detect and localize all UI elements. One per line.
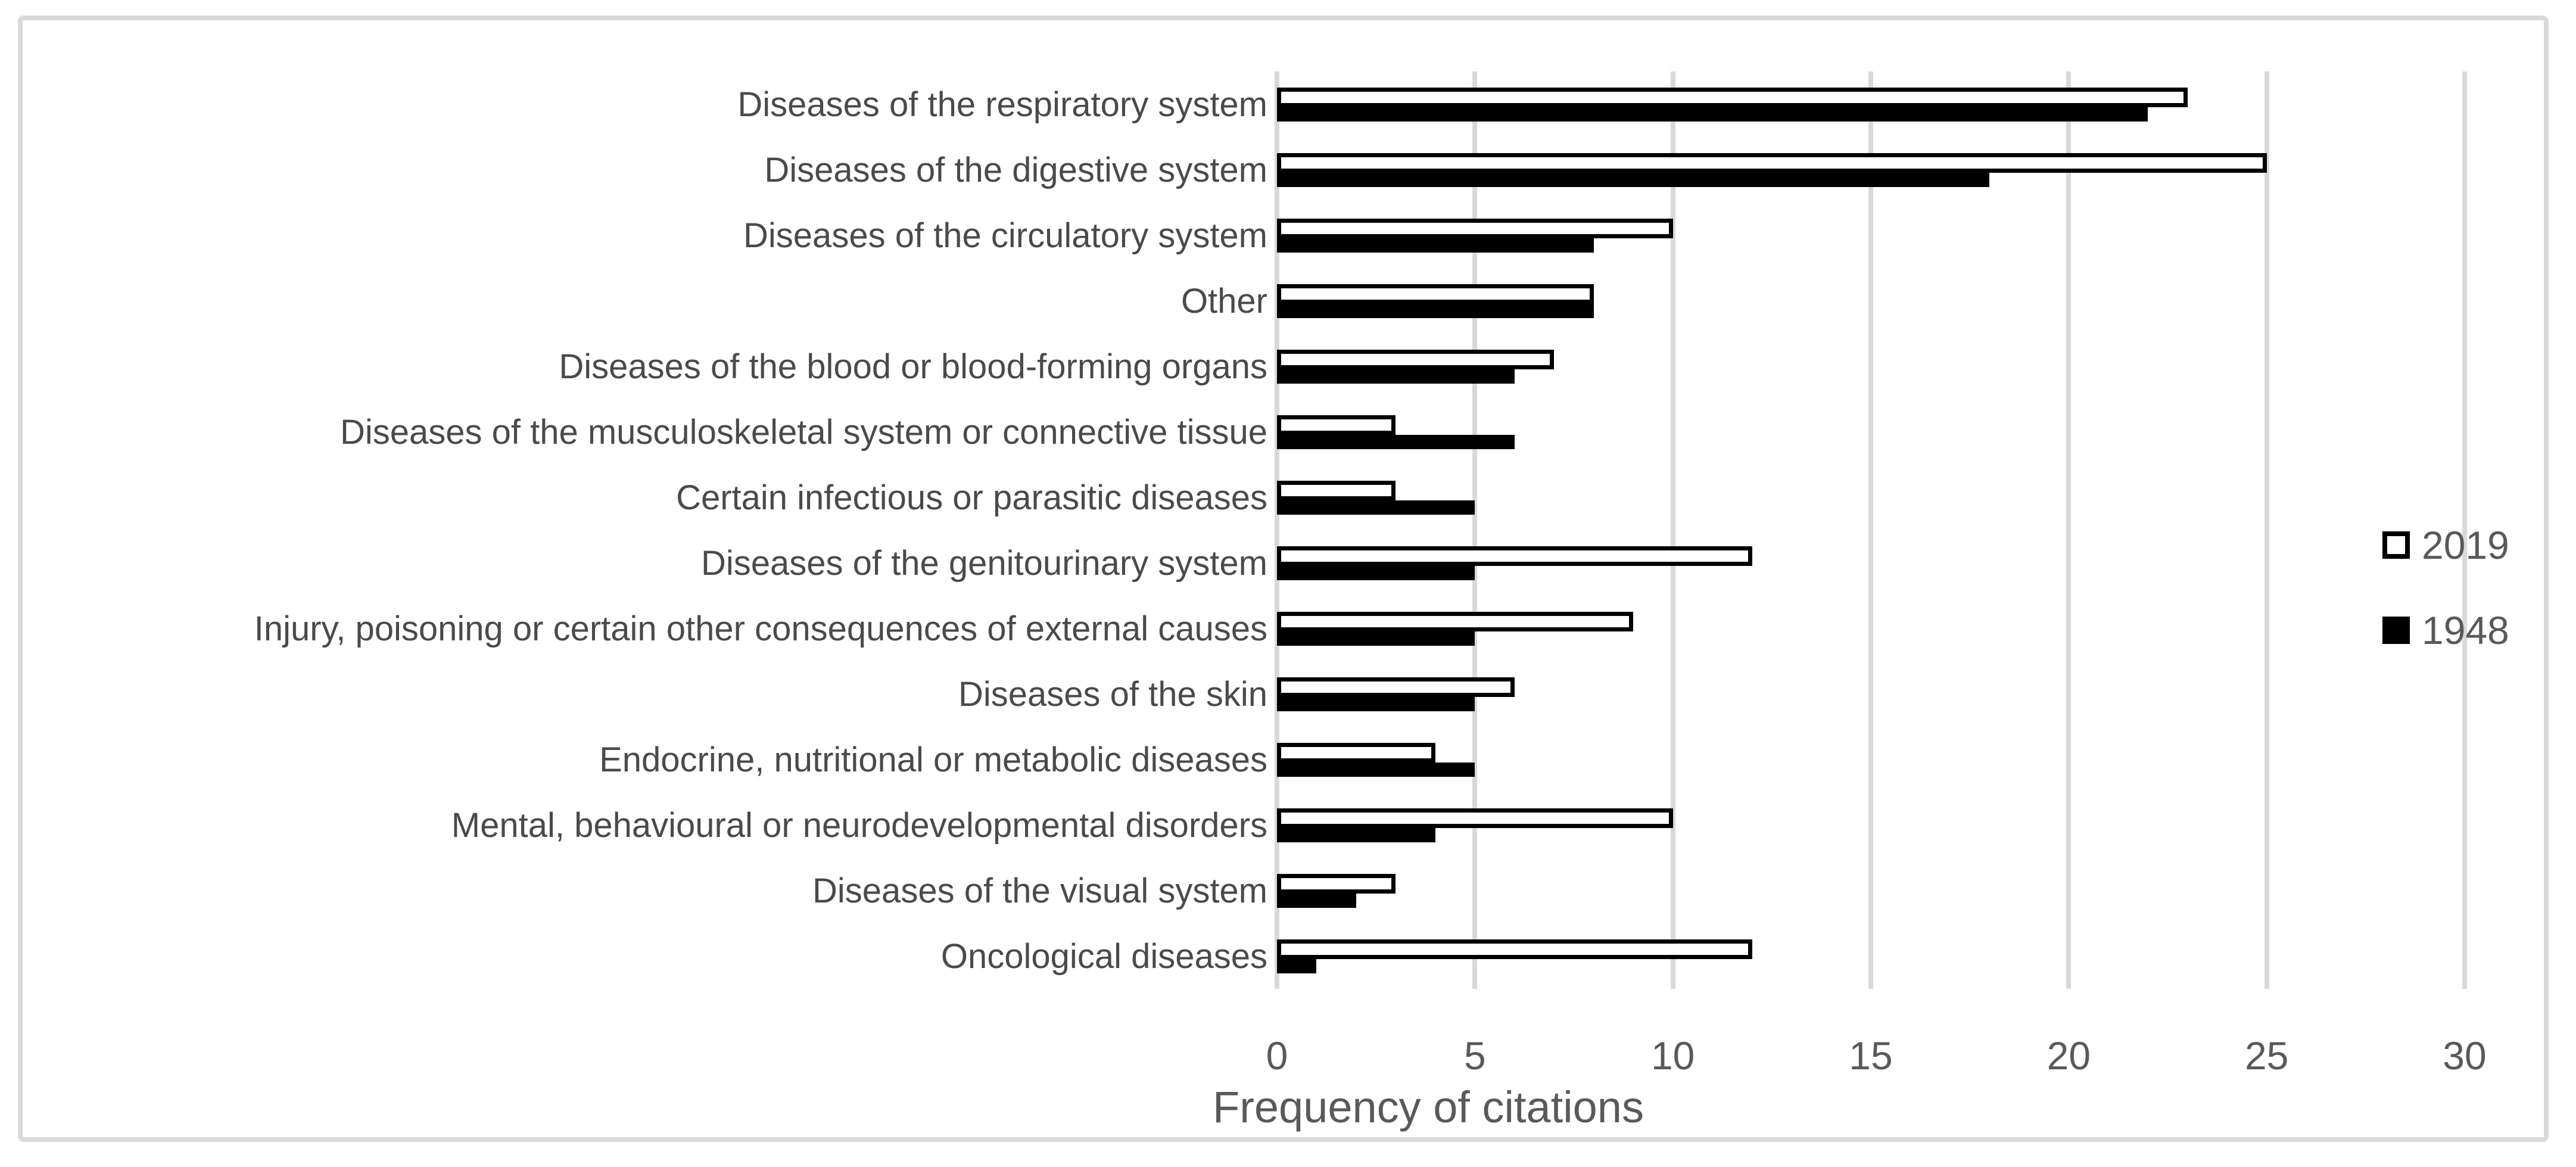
bar-1948 xyxy=(1277,435,1515,449)
bar-1948 xyxy=(1277,369,1515,384)
x-axis-tick-label: 20 xyxy=(2047,1034,2091,1078)
category-label: Diseases of the digestive system xyxy=(764,150,1267,189)
legend-swatch-2019 xyxy=(2382,531,2410,559)
bar-2019 xyxy=(1277,219,1673,238)
bar-1948 xyxy=(1277,238,1594,253)
category-label: Injury, poisoning or certain other conse… xyxy=(254,609,1267,648)
category-label: Endocrine, nutritional or metabolic dise… xyxy=(599,740,1267,779)
bar-1948 xyxy=(1277,763,1475,777)
bar-2019 xyxy=(1277,88,2188,107)
bar-2019 xyxy=(1277,546,1752,566)
bar-2019 xyxy=(1277,743,1435,763)
bar-2019 xyxy=(1277,677,1515,697)
gridline xyxy=(1472,71,1478,989)
category-label: Oncological diseases xyxy=(940,936,1267,976)
category-label: Diseases of the skin xyxy=(958,674,1267,714)
bar-1948 xyxy=(1277,107,2148,122)
bar-2019 xyxy=(1277,284,1594,304)
x-axis-tick-label: 0 xyxy=(1266,1034,1288,1078)
gridline xyxy=(2462,71,2467,989)
gridline xyxy=(1275,71,1279,989)
bar-2019 xyxy=(1277,350,1555,369)
gridline xyxy=(1670,71,1675,989)
bar-2019 xyxy=(1277,481,1396,500)
gridline xyxy=(2264,71,2269,989)
category-label: Diseases of the blood or blood-forming o… xyxy=(559,347,1267,386)
bar-2019 xyxy=(1277,612,1634,631)
category-label: Diseases of the musculoskeletal system o… xyxy=(339,412,1267,452)
category-label: Diseases of the visual system xyxy=(812,871,1267,910)
legend-entry-1948: 1948 xyxy=(2382,608,2509,652)
category-label: Diseases of the circulatory system xyxy=(743,216,1267,255)
category-label: Certain infectious or parasitic diseases xyxy=(676,478,1267,517)
bar-1948 xyxy=(1277,894,1356,908)
x-axis-tick-label: 15 xyxy=(1849,1034,1893,1078)
bar-1948 xyxy=(1277,304,1594,318)
bar-2019 xyxy=(1277,808,1673,828)
x-axis-tick-label: 30 xyxy=(2443,1034,2487,1078)
category-label: Diseases of the genitourinary system xyxy=(701,543,1267,583)
bar-2019 xyxy=(1277,939,1752,959)
bar-1948 xyxy=(1277,959,1317,973)
bar-1948 xyxy=(1277,828,1435,842)
bar-2019 xyxy=(1277,153,2267,173)
bar-1948 xyxy=(1277,566,1475,580)
x-axis-tick-label: 5 xyxy=(1463,1034,1486,1078)
bar-1948 xyxy=(1277,500,1475,515)
x-axis-tick-label: 10 xyxy=(1650,1034,1695,1078)
x-axis-title: Frequency of citations xyxy=(1213,1082,1644,1132)
gridline xyxy=(1868,71,1873,989)
bar-1948 xyxy=(1277,631,1475,646)
chart-frame: 0 5 10 15 20 25 30 Diseases of the respiratory … xyxy=(18,15,2549,1142)
bar-1948 xyxy=(1277,173,1990,187)
category-label: Other xyxy=(1180,281,1267,320)
x-axis-tick-label: 25 xyxy=(2244,1034,2289,1078)
legend-swatch-1948 xyxy=(2382,617,2410,644)
bar-2019 xyxy=(1277,874,1396,894)
category-label: Mental, behavioural or neurodevelopmenta… xyxy=(451,805,1267,845)
bar-2019 xyxy=(1277,415,1396,435)
category-label: Diseases of the respiratory system xyxy=(737,85,1267,124)
bar-1948 xyxy=(1277,697,1475,711)
legend-label: 2019 xyxy=(2422,523,2509,567)
legend-entry-2019: 2019 xyxy=(2382,523,2509,567)
gridline xyxy=(2066,71,2072,989)
legend-label: 1948 xyxy=(2422,608,2509,652)
